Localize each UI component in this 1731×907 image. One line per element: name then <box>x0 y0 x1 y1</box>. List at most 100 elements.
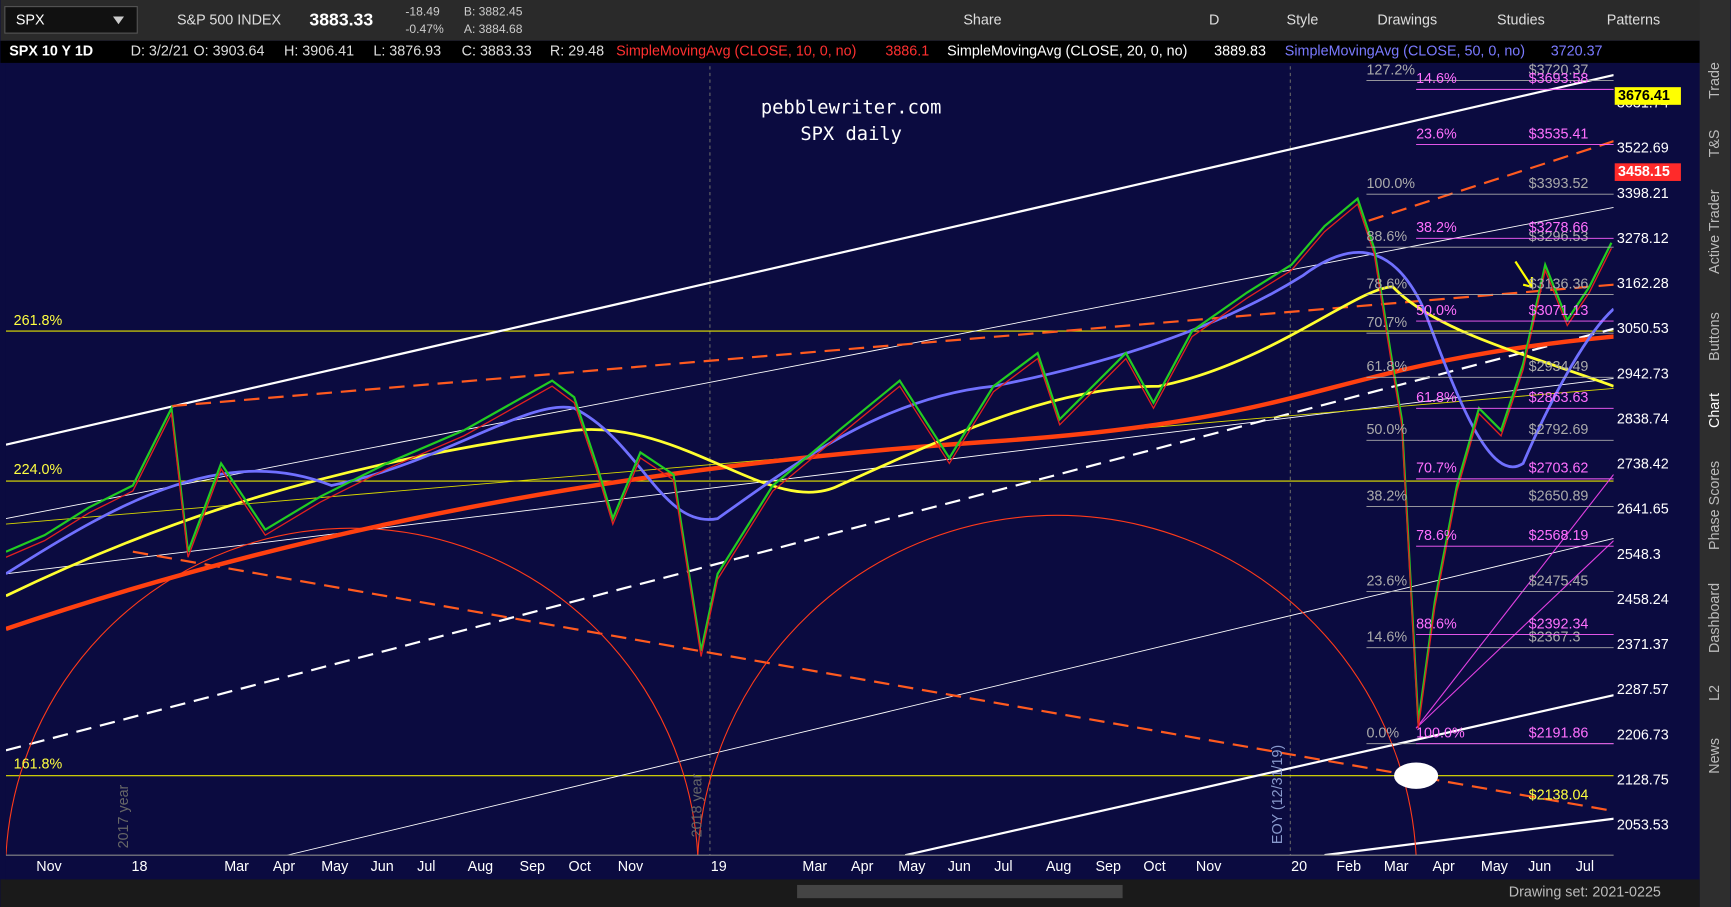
fib-pct: 23.6% <box>1366 573 1407 589</box>
level-label: 161.8% <box>14 756 63 772</box>
side-tab[interactable]: Trade <box>1707 62 1723 99</box>
annotation: EOY (12/31/19) <box>1270 745 1286 844</box>
header-symbol: SPX 10 Y 1D <box>9 44 93 60</box>
fib-price: $3720.37 <box>1529 62 1589 78</box>
fib-pct: 78.6% <box>1366 276 1407 292</box>
description: S&P 500 INDEX <box>177 13 282 29</box>
price-label: 3162.28 <box>1617 276 1669 292</box>
study-name: SimpleMovingAvg (CLOSE, 10, 0, no) <box>616 44 856 60</box>
time-label: Sep <box>520 859 546 875</box>
fib-price: $3136.36 <box>1529 276 1589 292</box>
chart-header <box>0 40 1700 63</box>
time-label: Feb <box>1336 859 1361 875</box>
fib-pct: 100.0% <box>1366 176 1415 192</box>
fib-price: $2191.86 <box>1529 726 1589 742</box>
study-name: SimpleMovingAvg (CLOSE, 20, 0, no) <box>947 44 1187 60</box>
side-tab[interactable]: L2 <box>1707 685 1723 701</box>
time-label: Jun <box>948 859 971 875</box>
price-label: 2942.73 <box>1617 366 1669 382</box>
time-label: Aug <box>1046 859 1072 875</box>
time-label: Jun <box>371 859 394 875</box>
fib-pct: 14.6% <box>1366 630 1407 646</box>
fib-price: $2863.63 <box>1529 390 1589 406</box>
fib-price: $3296.53 <box>1529 229 1589 245</box>
header-high: H: 3906.41 <box>284 44 354 60</box>
fib-pct: 78.6% <box>1416 528 1457 544</box>
watermark: SPX daily <box>800 124 902 145</box>
time-label: Nov <box>1196 859 1222 875</box>
price-label: 2128.75 <box>1617 772 1669 788</box>
price-label: 2641.65 <box>1617 502 1669 518</box>
bid: B: 3882.45 <box>464 4 523 18</box>
study-value: 3889.83 <box>1214 44 1266 60</box>
fib-pct: 61.8% <box>1416 390 1457 406</box>
fib-pct: 88.6% <box>1366 229 1407 245</box>
symbol-box[interactable] <box>4 6 138 34</box>
fib-price: $2138.04 <box>1529 787 1589 803</box>
time-label: 20 <box>1291 859 1307 875</box>
scrollbar[interactable] <box>797 884 1123 899</box>
side-tab[interactable]: Chart <box>1707 393 1723 428</box>
time-label: Aug <box>468 859 494 875</box>
time-label: Jul <box>1576 859 1594 875</box>
change: -18.49 <box>405 4 440 18</box>
study-value: 3886.1 <box>885 44 929 60</box>
fib-pct: 23.6% <box>1416 126 1457 142</box>
drawing-set: Drawing set: 2021-0225 <box>1509 884 1661 900</box>
fib-price: $2392.34 <box>1529 616 1589 632</box>
fib-price: $3693.58 <box>1529 71 1589 87</box>
toolbar-button[interactable]: Drawings <box>1377 13 1437 29</box>
toolbar-button[interactable]: Share <box>963 13 1001 29</box>
toolbar-button[interactable]: Patterns <box>1607 13 1660 29</box>
fib-price: $3278.66 <box>1529 220 1589 236</box>
toolbar <box>0 0 1731 41</box>
side-tab[interactable]: Dashboard <box>1707 583 1723 653</box>
symbol[interactable]: SPX <box>16 13 45 29</box>
level-label: 224.0% <box>14 462 63 478</box>
fib-price: $3071.13 <box>1529 303 1589 319</box>
time-label: Mar <box>1384 859 1409 875</box>
fib-price: $2792.69 <box>1529 422 1589 438</box>
price-label: 2458.24 <box>1617 592 1669 608</box>
header-low: L: 3876.93 <box>373 44 441 60</box>
price-label: 2548.3 <box>1617 547 1661 563</box>
time-label: May <box>321 859 349 875</box>
fib-pct: 38.2% <box>1366 488 1407 504</box>
header-date: D: 3/2/21 <box>131 44 189 60</box>
time-label: Nov <box>618 859 644 875</box>
time-label: Jul <box>994 859 1012 875</box>
time-label: Mar <box>224 859 249 875</box>
dropdown-arrow <box>112 16 125 25</box>
toolbar-button[interactable]: D <box>1209 13 1219 29</box>
time-label: Mar <box>802 859 827 875</box>
annotation: 2018 year <box>690 773 706 837</box>
price-label: 3278.12 <box>1617 231 1669 247</box>
side-tab[interactable]: Buttons <box>1707 312 1723 361</box>
header-range: R: 29.48 <box>550 44 604 60</box>
time-label: Jun <box>1528 859 1551 875</box>
time-label: Jul <box>417 859 435 875</box>
side-tab[interactable]: Phase Scores <box>1707 461 1723 550</box>
fib-price: $2703.62 <box>1529 461 1589 477</box>
fib-price: $3393.52 <box>1529 176 1589 192</box>
price-marker-label: 3458.15 <box>1618 164 1670 180</box>
price-label: 2838.74 <box>1617 411 1669 427</box>
fib-price: $2367.3 <box>1529 630 1581 646</box>
side-tab[interactable]: Active Trader <box>1707 189 1723 274</box>
time-label: Nov <box>36 859 62 875</box>
price-label: 2738.42 <box>1617 457 1669 473</box>
toolbar-button[interactable]: Studies <box>1497 13 1545 29</box>
fib-pct: 70.7% <box>1366 315 1407 331</box>
side-tab[interactable]: T&S <box>1707 130 1723 158</box>
fib-pct: 50.0% <box>1366 422 1407 438</box>
drawings <box>5 66 1614 856</box>
fib-pct: 100.0% <box>1416 726 1465 742</box>
time-label: 18 <box>131 859 147 875</box>
toolbar-button[interactable]: Style <box>1287 13 1319 29</box>
study-name: SimpleMovingAvg (CLOSE, 50, 0, no) <box>1285 44 1525 60</box>
fib-pct: 0.0% <box>1366 726 1399 742</box>
time-label: Apr <box>1433 859 1456 875</box>
price-marker <box>1614 163 1681 181</box>
side-tab[interactable]: News <box>1707 738 1723 774</box>
